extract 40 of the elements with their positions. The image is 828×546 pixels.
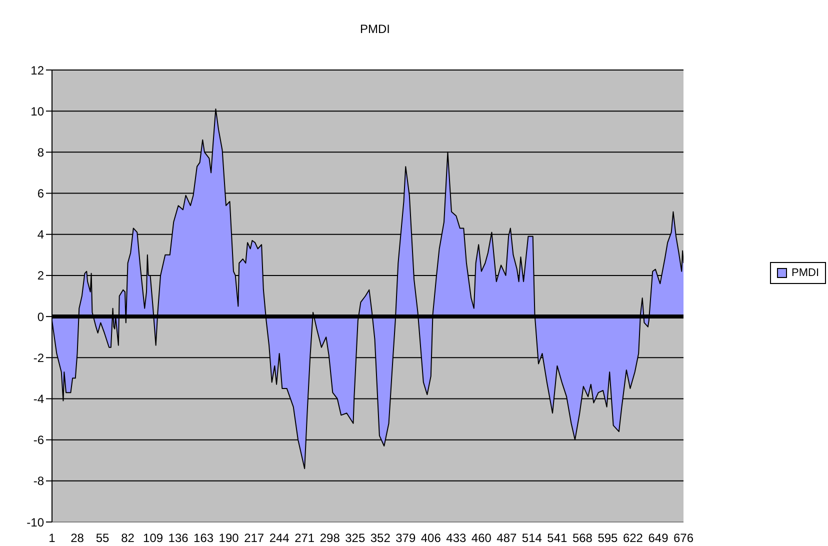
x-tick-label: 298	[320, 531, 340, 545]
x-tick-label: 82	[121, 531, 135, 545]
x-tick-label: 244	[269, 531, 290, 545]
x-tick-label: 379	[396, 531, 416, 545]
x-tick-label: 217	[244, 531, 264, 545]
y-tick-label: 4	[37, 228, 44, 242]
y-tick-label: 10	[30, 104, 44, 118]
y-tick-label: -2	[33, 350, 44, 365]
y-tick-label: 12	[30, 63, 44, 78]
x-tick-label: 271	[294, 531, 315, 545]
x-tick-label: 676	[673, 531, 694, 545]
x-tick-label: 325	[345, 531, 366, 545]
y-tick-label: 8	[37, 145, 44, 160]
x-tick-label: 487	[496, 531, 518, 545]
x-tick-label: 55	[96, 531, 110, 545]
x-tick-label: 109	[143, 531, 164, 545]
x-tick-label: 568	[572, 531, 593, 545]
y-tick-label: 0	[37, 310, 44, 324]
x-tick-label: 28	[70, 531, 84, 545]
legend-label: PMDI	[792, 267, 819, 279]
x-tick-label: 190	[218, 531, 240, 545]
x-tick-label: 1	[48, 531, 56, 545]
x-tick-label: 595	[598, 531, 618, 545]
y-tick-label: -8	[33, 474, 44, 488]
chart-title: PMDI	[359, 22, 391, 36]
y-tick-label: -10	[26, 515, 44, 530]
x-tick-label: 541	[547, 531, 568, 545]
y-tick-label: 2	[37, 268, 44, 283]
y-tick-label: -4	[33, 392, 44, 406]
x-tick-label: 352	[370, 531, 391, 545]
x-tick-label: 649	[648, 531, 669, 545]
x-tick-label: 514	[522, 531, 542, 545]
x-tick-label: 406	[420, 531, 442, 545]
x-tick-label: 433	[446, 531, 466, 545]
x-tick-label: 622	[622, 531, 644, 545]
y-tick-label: -6	[33, 433, 44, 448]
x-tick-label: 460	[471, 531, 492, 545]
x-tick-label: 163	[194, 531, 214, 545]
x-tick-label: 136	[168, 531, 189, 545]
y-tick-label: 6	[37, 186, 44, 201]
